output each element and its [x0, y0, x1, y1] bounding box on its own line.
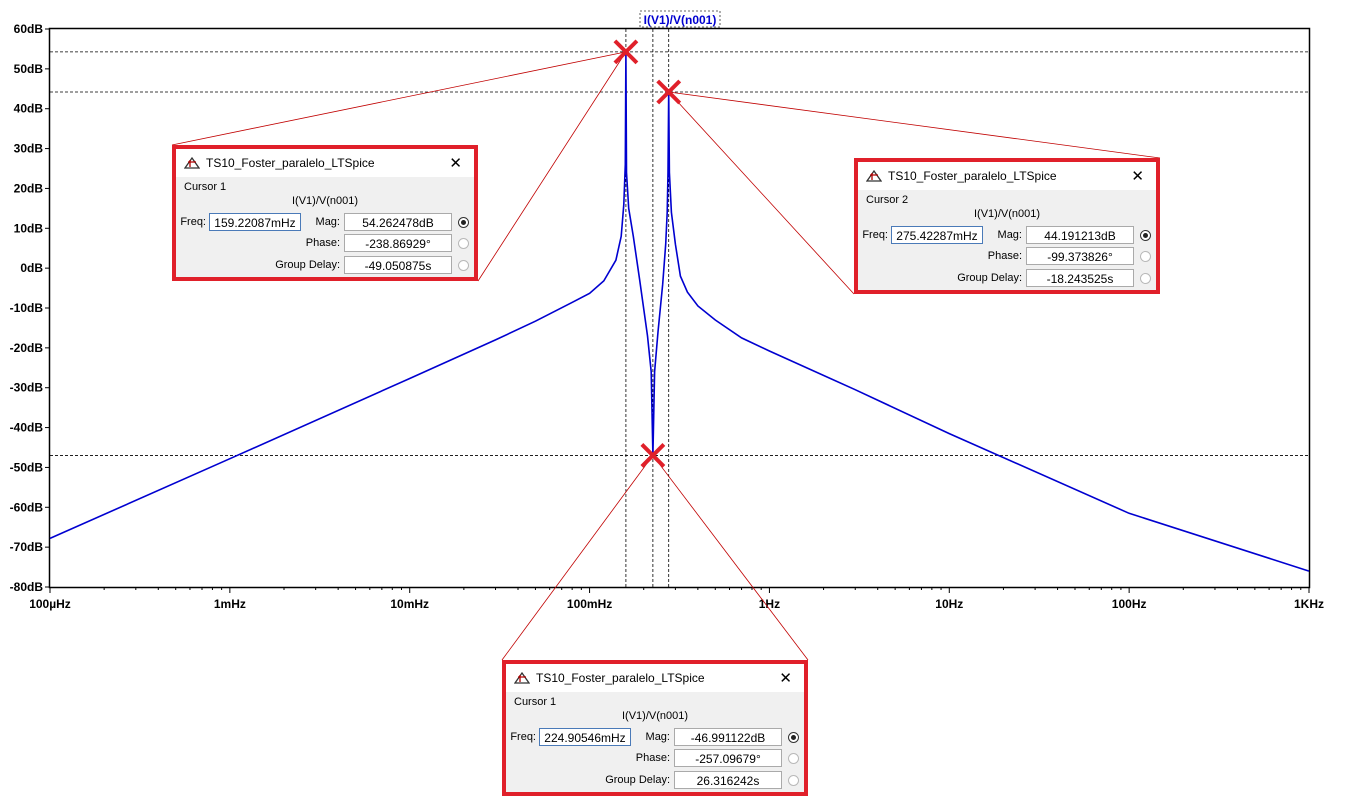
cursor-marker-icon[interactable]: [613, 39, 639, 65]
leader-line: [652, 455, 809, 661]
mag-radio[interactable]: [458, 217, 469, 228]
x-tick-label: 1KHz: [1294, 597, 1324, 611]
cursor-expression: I(V1)/V(n001): [973, 208, 1041, 220]
close-icon[interactable]: ✕: [779, 670, 792, 687]
mag-field[interactable]: 44.191213dB: [1026, 226, 1134, 244]
mag-label: Mag:: [645, 731, 670, 743]
group-delay-label: Group Delay:: [275, 259, 340, 271]
y-tick-label: -70dB: [10, 540, 44, 554]
cursor-dialog-1[interactable]: TS10_Foster_paralelo_LTSpice ✕ Cursor 1 …: [172, 145, 478, 281]
x-tick-label: 1mHz: [214, 597, 246, 611]
mag-field[interactable]: -46.991122dB: [674, 728, 782, 746]
phase-radio[interactable]: [1140, 251, 1151, 262]
y-tick-label: -10dB: [10, 301, 44, 315]
group-delay-field[interactable]: -18.243525s: [1026, 269, 1134, 287]
y-tick-label: 30dB: [14, 142, 44, 156]
phase-label: Phase:: [987, 250, 1022, 262]
cursor-label: Cursor 2: [866, 194, 909, 206]
cursor-expression: I(V1)/V(n001): [291, 195, 359, 207]
close-icon[interactable]: ✕: [449, 155, 462, 172]
mag-radio[interactable]: [1140, 230, 1151, 241]
leader-line: [171, 51, 626, 146]
group-delay-radio[interactable]: [1140, 273, 1151, 284]
ltspice-app-icon: [184, 156, 200, 169]
y-tick-label: 40dB: [14, 102, 44, 116]
y-tick-label: -80dB: [10, 580, 44, 594]
x-tick-label: 10Hz: [935, 597, 963, 611]
x-tick-label: 10mHz: [390, 597, 429, 611]
leader-line: [668, 91, 1161, 159]
plot-frame: [48, 27, 1311, 589]
cursor-label: Cursor 1: [184, 181, 227, 193]
cursor-dialog-3[interactable]: TS10_Foster_paralelo_LTSpice ✕ Cursor 1 …: [502, 660, 808, 796]
ltspice-app-icon: [514, 671, 530, 684]
phase-field[interactable]: -99.373826°: [1026, 247, 1134, 265]
group-delay-radio[interactable]: [788, 775, 799, 786]
dialog-titlebar[interactable]: TS10_Foster_paralelo_LTSpice ✕: [858, 162, 1156, 190]
y-tick-label: -30dB: [10, 381, 44, 395]
y-tick-label: 10dB: [14, 221, 44, 235]
mag-radio[interactable]: [788, 732, 799, 743]
x-tick-label: 100µHz: [29, 597, 71, 611]
freq-label: Freq:: [862, 229, 888, 241]
freq-field[interactable]: 224.90546mHz: [539, 728, 631, 746]
freq-label: Freq:: [180, 216, 206, 228]
phase-label: Phase:: [635, 752, 670, 764]
phase-field[interactable]: -238.86929°: [344, 234, 452, 252]
cursor-marker-icon[interactable]: [640, 443, 666, 468]
freq-label: Freq:: [510, 731, 536, 743]
y-tick-label: -50dB: [10, 460, 44, 474]
freq-field[interactable]: 159.22087mHz: [209, 213, 301, 231]
y-tick-label: 20dB: [14, 181, 44, 195]
leader-line: [668, 91, 855, 295]
y-tick-label: 50dB: [14, 62, 44, 76]
cursor-marker-icon[interactable]: [656, 79, 682, 105]
close-icon[interactable]: ✕: [1131, 168, 1144, 185]
ltspice-app-icon: [866, 169, 882, 182]
phase-radio[interactable]: [458, 238, 469, 249]
cursor-expression: I(V1)/V(n001): [621, 710, 689, 722]
cursor-dialog-2[interactable]: TS10_Foster_paralelo_LTSpice ✕ Cursor 2 …: [854, 158, 1160, 294]
group-delay-label: Group Delay:: [957, 272, 1022, 284]
dialog-titlebar[interactable]: TS10_Foster_paralelo_LTSpice ✕: [176, 149, 474, 177]
dialog-titlebar[interactable]: TS10_Foster_paralelo_LTSpice ✕: [506, 664, 804, 692]
trace-title[interactable]: I(V1)/V(n001): [639, 10, 721, 28]
chart-title: I(V1)/V(n001): [644, 13, 717, 27]
dialog-title: TS10_Foster_paralelo_LTSpice: [888, 169, 1057, 183]
phase-label: Phase:: [305, 237, 340, 249]
x-tick-label: 100Hz: [1112, 597, 1147, 611]
dialog-title: TS10_Foster_paralelo_LTSpice: [536, 671, 705, 685]
mag-label: Mag:: [315, 216, 340, 228]
magnitude-trace: [49, 51, 1310, 572]
leader-line: [477, 51, 627, 282]
freq-field[interactable]: 275.42287mHz: [891, 226, 983, 244]
y-tick-label: 60dB: [14, 22, 44, 36]
phase-radio[interactable]: [788, 753, 799, 764]
y-tick-label: -60dB: [10, 500, 44, 514]
y-tick-label: -40dB: [10, 421, 44, 435]
y-tick-label: -20dB: [10, 341, 44, 355]
group-delay-radio[interactable]: [458, 260, 469, 271]
cursor-label: Cursor 1: [514, 696, 557, 708]
group-delay-label: Group Delay:: [605, 774, 670, 786]
mag-label: Mag:: [997, 229, 1022, 241]
dialog-title: TS10_Foster_paralelo_LTSpice: [206, 156, 375, 170]
group-delay-field[interactable]: -49.050875s: [344, 256, 452, 274]
y-tick-label: 0dB: [20, 261, 43, 275]
mag-field[interactable]: 54.262478dB: [344, 213, 452, 231]
group-delay-field[interactable]: 26.316242s: [674, 771, 782, 789]
leader-line: [501, 455, 654, 661]
x-tick-label: 100mHz: [567, 597, 612, 611]
phase-field[interactable]: -257.09679°: [674, 749, 782, 767]
x-tick-label: 1Hz: [759, 597, 780, 611]
